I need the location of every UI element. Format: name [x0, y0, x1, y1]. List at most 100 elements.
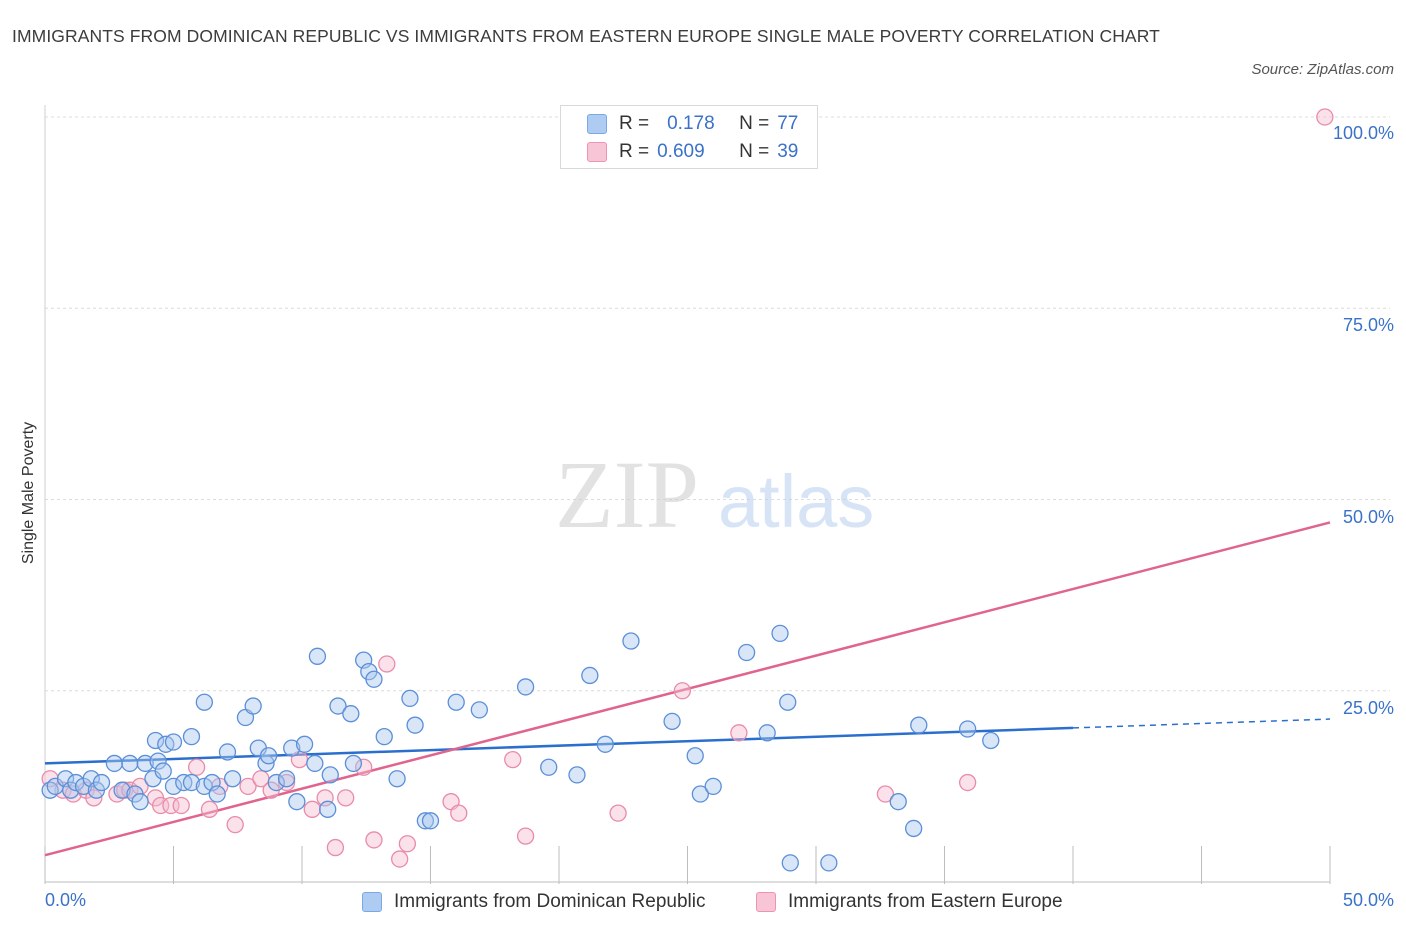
point-eastern-europe: [365, 831, 383, 849]
y-tick-label: 100.0%: [1332, 123, 1394, 143]
point-eastern-europe: [398, 835, 417, 853]
point-dominican: [779, 693, 797, 711]
y-tick-label: 50.0%: [1342, 507, 1394, 527]
point-dominican: [691, 785, 709, 803]
point-dominican: [401, 689, 419, 708]
point-eastern-europe: [378, 655, 396, 673]
point-dominican: [131, 793, 149, 811]
point-dominican: [516, 678, 535, 696]
point-dominican: [182, 728, 201, 746]
point-eastern-europe: [609, 804, 627, 822]
point-dominican: [113, 781, 131, 799]
point-eastern-europe: [187, 758, 206, 776]
r-label: R =: [619, 113, 650, 134]
legend-swatch-pink: [587, 142, 607, 162]
x-tick-label: 50.0%: [1342, 890, 1394, 910]
point-dominican: [758, 724, 776, 742]
point-dominican: [905, 819, 923, 838]
point-dominican: [889, 793, 907, 811]
trend-line-dominican-extension: [1072, 718, 1331, 729]
point-dominican: [277, 770, 296, 788]
trend-line-eastern-europe: [44, 521, 1331, 857]
point-dominican: [136, 754, 154, 773]
watermark-zip: ZIP: [555, 441, 699, 548]
point-eastern-europe: [172, 796, 190, 815]
watermark-atlas: atlas: [718, 460, 874, 543]
point-dominican: [406, 716, 424, 734]
point-eastern-europe: [876, 785, 895, 803]
points-layer: [41, 108, 1334, 872]
n-label: N =: [739, 141, 770, 162]
point-dominican: [121, 754, 139, 773]
grid-layer: [45, 116, 1390, 692]
point-dominican: [958, 720, 977, 738]
point-dominican: [149, 752, 167, 770]
point-dominican: [218, 743, 237, 761]
point-dominican: [982, 731, 1000, 750]
point-dominican: [319, 800, 337, 818]
point-dominican: [146, 731, 165, 750]
legend-swatch-blue: [587, 114, 607, 134]
point-dominican: [92, 773, 111, 792]
watermark: ZIP atlas: [555, 441, 874, 548]
point-dominican: [295, 735, 314, 753]
point-dominican: [365, 670, 383, 688]
point-dominican: [267, 773, 285, 792]
point-dominican: [306, 754, 324, 773]
point-dominican: [388, 770, 406, 788]
point-dominican: [596, 735, 614, 753]
n-label: N =: [739, 113, 770, 134]
point-dominican: [781, 854, 799, 872]
point-dominican: [622, 632, 640, 650]
point-dominican: [329, 697, 347, 715]
point-eastern-europe: [226, 815, 244, 834]
point-dominican: [470, 701, 488, 719]
point-dominican: [244, 697, 262, 715]
point-eastern-europe: [326, 838, 345, 857]
point-dominican: [686, 747, 704, 765]
point-eastern-europe: [391, 850, 409, 868]
point-dominican: [308, 647, 327, 665]
point-dominican: [259, 747, 278, 765]
point-eastern-europe: [355, 758, 373, 776]
point-dominican: [208, 785, 226, 803]
point-dominican: [910, 716, 928, 734]
r-value: 0.178: [667, 113, 715, 134]
legend-swatch-blue: [362, 892, 382, 912]
point-dominican: [164, 777, 183, 796]
point-eastern-europe: [337, 789, 355, 807]
point-dominican: [540, 758, 558, 776]
point-dominican: [416, 812, 435, 830]
stats-legend: R = 0.178 N = 77 R = 0.609 N = 39: [560, 105, 818, 169]
point-dominican: [154, 762, 172, 780]
legend-swatch-pink: [756, 892, 776, 912]
point-eastern-europe: [504, 750, 522, 769]
point-dominican: [223, 770, 242, 788]
legend-item-dominican: Immigrants from Dominican Republic: [362, 888, 706, 916]
point-dominican: [737, 643, 756, 662]
point-dominican: [375, 728, 393, 746]
point-eastern-europe: [239, 777, 257, 796]
point-dominican: [182, 773, 201, 792]
point-dominican: [704, 777, 722, 796]
point-dominican: [447, 693, 465, 711]
point-dominican: [283, 739, 301, 757]
r-label: R =: [619, 141, 650, 162]
point-dominican: [164, 733, 183, 751]
point-dominican: [421, 812, 440, 830]
trend-layer: [44, 521, 1331, 857]
point-dominican: [771, 624, 789, 643]
point-dominican: [195, 693, 213, 711]
point-eastern-europe: [958, 773, 977, 792]
point-dominican: [342, 705, 360, 723]
legend-label: Immigrants from Eastern Europe: [788, 891, 1063, 912]
point-dominican: [105, 754, 124, 773]
stats-row-dominican: R = 0.178 N = 77: [587, 109, 798, 139]
point-eastern-europe: [450, 804, 468, 822]
chart-title: IMMIGRANTS FROM DOMINICAN REPUBLIC VS IM…: [12, 26, 1160, 46]
point-dominican: [344, 754, 363, 773]
n-value: 39: [777, 141, 799, 162]
point-dominican: [581, 666, 599, 685]
x-tick-label: 0.0%: [45, 890, 87, 910]
